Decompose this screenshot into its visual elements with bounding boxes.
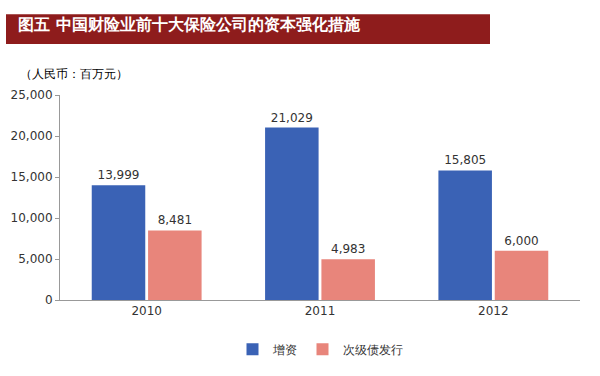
svg-text:2011: 2011 xyxy=(305,304,336,318)
svg-text:25,000: 25,000 xyxy=(11,88,53,102)
svg-text:（人民币：百万元）: （人民币：百万元） xyxy=(20,67,128,81)
svg-text:6,000: 6,000 xyxy=(504,234,538,248)
svg-text:0: 0 xyxy=(45,293,53,307)
svg-text:20,000: 20,000 xyxy=(11,129,53,143)
svg-text:图五 中国财险业前十大保险公司的资本强化措施: 图五 中国财险业前十大保险公司的资本强化措施 xyxy=(18,15,361,34)
svg-text:15,805: 15,805 xyxy=(444,153,486,167)
svg-text:8,481: 8,481 xyxy=(158,213,192,227)
svg-text:21,029: 21,029 xyxy=(271,111,313,125)
svg-text:2012: 2012 xyxy=(478,304,509,318)
svg-text:次级债发行: 次级债发行 xyxy=(343,343,403,357)
svg-text:5,000: 5,000 xyxy=(18,252,52,266)
svg-text:13,999: 13,999 xyxy=(98,168,140,182)
svg-text:2010: 2010 xyxy=(131,304,162,318)
svg-text:15,000: 15,000 xyxy=(11,170,53,184)
svg-text:10,000: 10,000 xyxy=(11,211,53,225)
svg-text:增资: 增资 xyxy=(272,343,297,357)
svg-text:4,983: 4,983 xyxy=(331,242,365,256)
